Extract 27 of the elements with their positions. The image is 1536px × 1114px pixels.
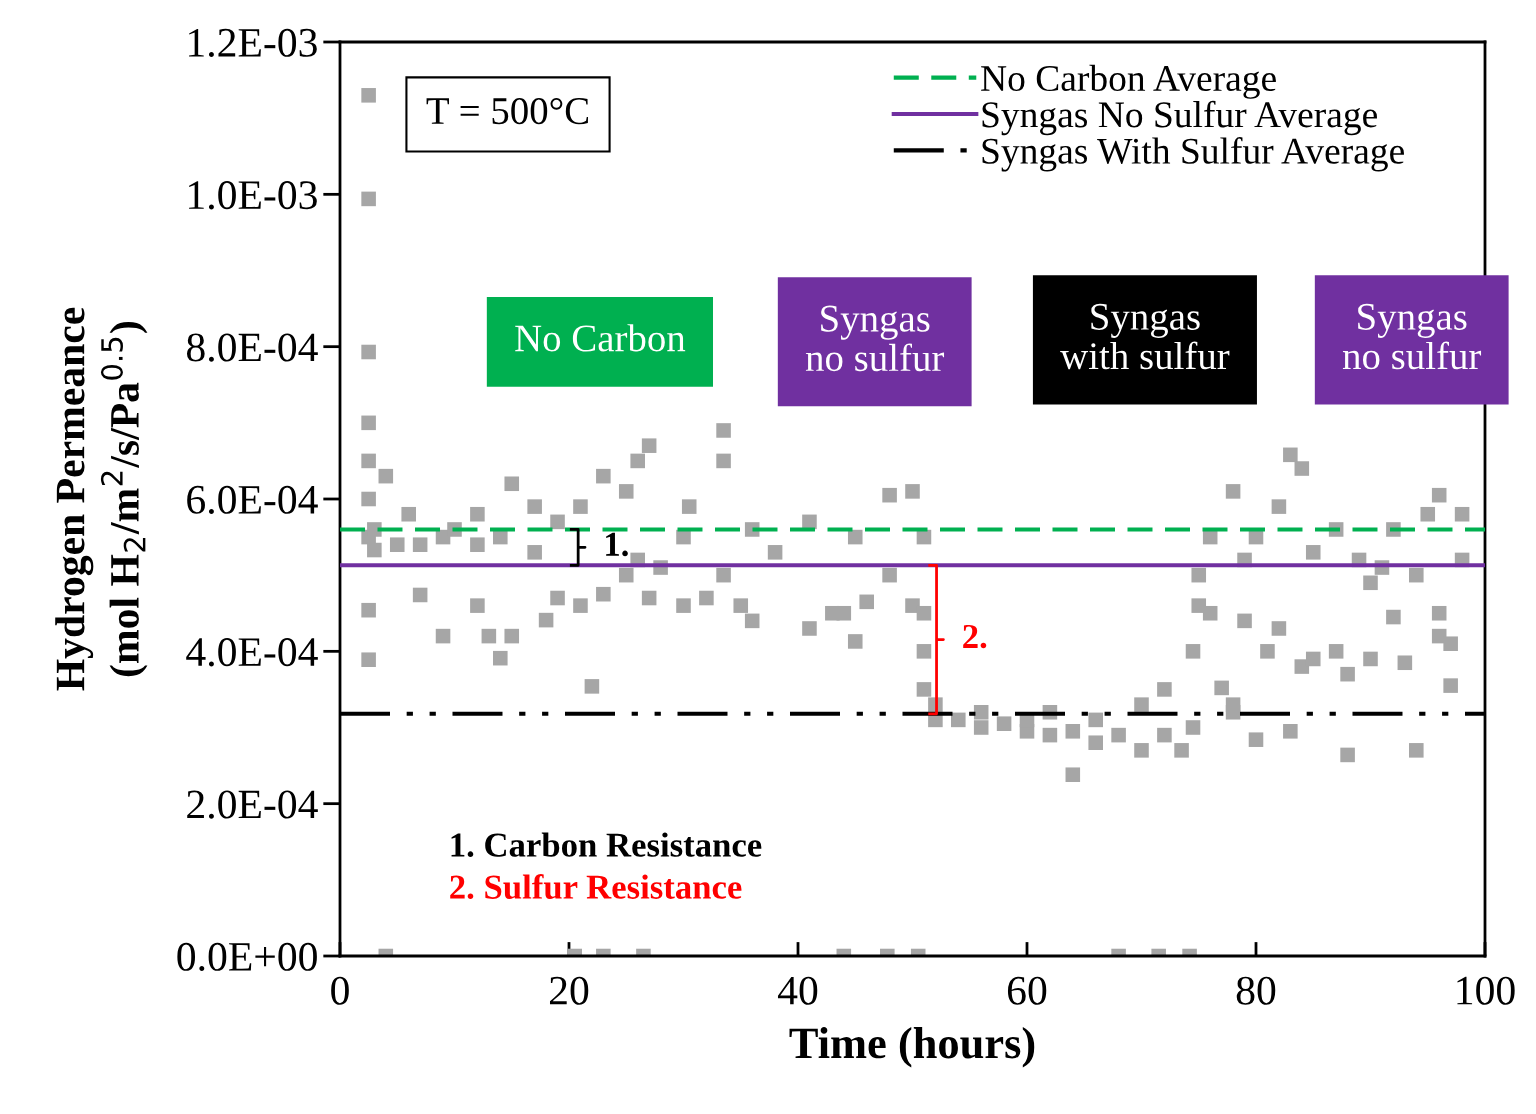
y-axis-title: Hydrogen Permeance (mol H$_{2}$/m$^{2}$/s/Pa$^{0.5}$) [55, 307, 148, 691]
y-tick-label: 8.0E-04 [186, 333, 318, 362]
annotation: Syngas with sulfur [1060, 303, 1230, 370]
annotation: Syngas no sulfur [805, 305, 945, 372]
y-tick-label: 1.2E-03 [189, 28, 317, 58]
x-tick-label: 0 [331, 976, 349, 1005]
annotation: 1. Carbon Resistance [451, 832, 762, 857]
y-tick-label: 0.0E+00 [177, 942, 317, 972]
y-tick-label: 2.0E-04 [187, 790, 318, 819]
x-tick-label: 60 [1007, 976, 1047, 1005]
y-tick-label: 1.0E-03 [189, 181, 317, 210]
legend-label: No Carbon Average [981, 64, 1276, 99]
x-tick-label: 100 [1457, 976, 1515, 1005]
legend-label: Syngas With Sulfur Average [982, 137, 1404, 172]
annotation: 2. [963, 624, 987, 649]
legend-label: Syngas No Sulfur Average [982, 100, 1377, 136]
annotation: 2. Sulfur Resistance [450, 874, 742, 900]
annotation: Syngas no sulfur [1342, 303, 1482, 370]
x-axis-title: Time (hours) [789, 1027, 1035, 1068]
y-tick-label: 4.0E-04 [186, 638, 318, 667]
x-tick-label: 40 [777, 976, 818, 1005]
annotation: T = 500°C [426, 97, 589, 125]
annotation: 1. [606, 532, 628, 557]
y-tick-label: 6.0E-04 [187, 485, 318, 515]
x-tick-label: 80 [1236, 976, 1276, 1005]
x-tick-label: 20 [550, 976, 589, 1005]
annotation: No Carbon [515, 324, 686, 352]
